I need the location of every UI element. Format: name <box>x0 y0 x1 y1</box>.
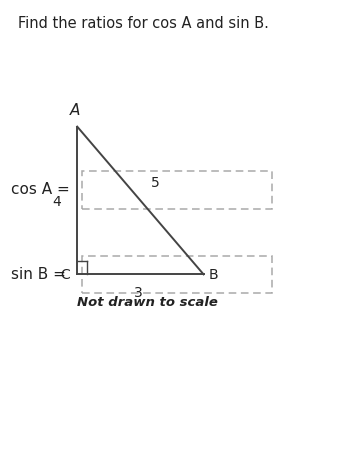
Text: C: C <box>60 268 70 282</box>
Text: 5: 5 <box>151 176 160 190</box>
Text: B: B <box>209 268 218 282</box>
Text: 3: 3 <box>134 286 143 300</box>
Bar <box>82 171 272 209</box>
Text: Find the ratios for cos A and sin B.: Find the ratios for cos A and sin B. <box>18 16 269 31</box>
Bar <box>82 256 272 293</box>
Text: 4: 4 <box>53 195 61 209</box>
Text: cos A =: cos A = <box>11 182 69 197</box>
Text: sin B =: sin B = <box>11 267 65 282</box>
Text: A: A <box>70 103 81 118</box>
Text: Not drawn to scale: Not drawn to scale <box>77 296 218 309</box>
